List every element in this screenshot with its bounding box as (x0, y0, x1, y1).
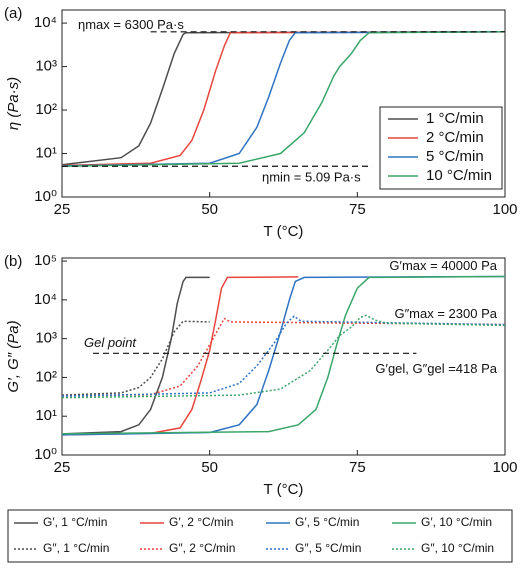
y-axis-label: G′, G″ (Pa) (5, 320, 22, 392)
x-tick-label: 25 (54, 459, 71, 476)
series-line (61, 31, 506, 166)
legend-label: 2 °C/min (426, 129, 484, 146)
plot-frame (61, 9, 506, 198)
legend-label: 1 °C/min (426, 110, 484, 127)
x-tick-label: 25 (54, 201, 71, 218)
annotation: G″max = 2300 Pa (394, 306, 497, 321)
y-tick-label: 10¹ (35, 144, 57, 161)
y-axis-label: η (Pa·s) (5, 77, 22, 130)
y-tick-label: 10⁰ (34, 188, 57, 205)
y-tick-label: 10³ (35, 58, 57, 75)
legend-label: G′, 5 °C/min (295, 515, 359, 529)
y-tick-label: 10² (35, 368, 57, 385)
x-tick-label: 100 (492, 201, 517, 218)
series-line (61, 320, 210, 396)
y-tick-label: 10⁵ (34, 252, 57, 269)
x-tick-label: 100 (492, 459, 517, 476)
x-tick-label: 50 (201, 201, 218, 218)
legend-label: G′, 1 °C/min (43, 515, 107, 529)
series-line (61, 31, 506, 167)
series-line (61, 31, 506, 167)
x-axis-label: T (°C) (264, 223, 304, 240)
annotation: G′gel, G″gel =418 Pa (375, 361, 497, 376)
annotation: Gel point (84, 335, 137, 350)
panel-label: (a) (4, 5, 22, 22)
legend-label: 5 °C/min (426, 148, 484, 165)
legend-label: G″, 5 °C/min (295, 541, 361, 555)
series-line (61, 276, 299, 436)
y-tick-label: 10⁴ (34, 291, 57, 308)
x-tick-label: 50 (201, 459, 218, 476)
legend-label: G′, 2 °C/min (169, 515, 233, 529)
legend-box (7, 509, 513, 563)
annotation: ηmin = 5.09 Pa·s (262, 170, 361, 185)
series-line (61, 276, 210, 435)
x-axis-label: T (°C) (264, 481, 304, 498)
legend-label: G″, 1 °C/min (43, 541, 109, 555)
y-tick-label: 10¹ (35, 407, 57, 424)
plot-frame (61, 257, 506, 456)
series-line (61, 275, 506, 436)
x-tick-label: 75 (349, 459, 366, 476)
y-tick-label: 10³ (35, 330, 57, 347)
x-tick-label: 75 (349, 201, 366, 218)
legend-label: G″, 10 °C/min (421, 541, 494, 555)
y-tick-label: 10² (35, 101, 57, 118)
annotation: ηmax = 6300 Pa·s (78, 17, 184, 32)
legend-label: G″, 2 °C/min (169, 541, 235, 555)
legend-label: 10 °C/min (426, 167, 492, 184)
series-line (61, 317, 506, 397)
legend-label: G′, 10 °C/min (421, 515, 492, 529)
y-tick-label: 10⁰ (34, 446, 57, 463)
series-line (61, 275, 506, 435)
series-line (61, 315, 506, 397)
series-line (61, 314, 506, 399)
annotation: G′max = 40000 Pa (389, 258, 497, 273)
panel-label: (b) (4, 253, 22, 270)
series-line (61, 31, 506, 167)
y-tick-label: 10⁴ (34, 14, 57, 31)
